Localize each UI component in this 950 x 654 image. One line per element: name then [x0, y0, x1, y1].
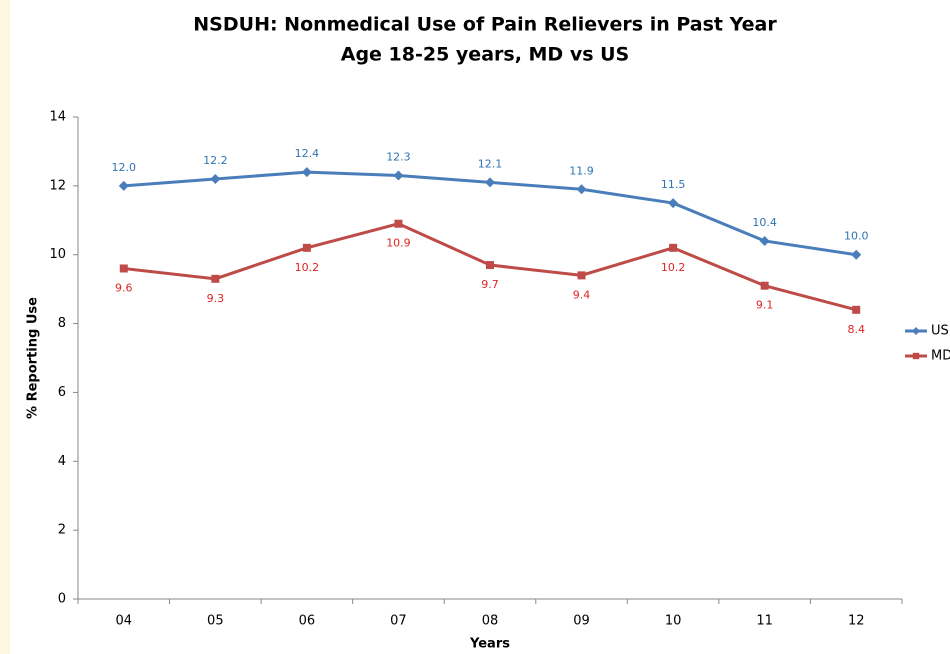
x-tick-label: 08 — [482, 614, 499, 629]
data-label: 12.3 — [386, 151, 411, 164]
data-point — [912, 327, 920, 335]
data-point — [912, 352, 920, 360]
data-point — [486, 261, 494, 270]
data-point — [393, 170, 404, 181]
data-point — [485, 177, 495, 188]
data-point — [669, 243, 678, 252]
data-label: 10.0 — [844, 230, 869, 243]
data-label: 9.7 — [481, 278, 499, 291]
data-label: 8.4 — [847, 323, 865, 336]
chart-background — [10, 0, 950, 654]
data-label: 9.3 — [207, 292, 225, 305]
data-point — [760, 281, 769, 290]
data-point — [577, 271, 586, 280]
data-point — [301, 167, 312, 178]
data-point — [118, 180, 129, 191]
x-tick-label: 07 — [390, 614, 407, 629]
data-point — [759, 235, 770, 246]
x-tick-label: 09 — [573, 614, 590, 629]
data-label: 10.2 — [661, 261, 686, 274]
x-tick-label: 05 — [207, 614, 224, 629]
data-label: 10.9 — [386, 237, 411, 250]
y-tick-label: 2 — [58, 523, 66, 538]
data-label: 11.9 — [569, 164, 594, 177]
data-label: 9.1 — [756, 299, 774, 312]
legend-label: MD — [931, 349, 950, 364]
data-point — [210, 173, 221, 184]
data-label: 9.4 — [573, 288, 591, 301]
x-axis-title: Years — [469, 637, 510, 652]
data-label: 12.1 — [478, 157, 503, 170]
x-tick-label: 04 — [116, 614, 133, 629]
y-tick-label: 6 — [58, 385, 66, 400]
chart-subtitle: Age 18-25 years, MD vs US — [341, 44, 630, 66]
y-tick-label: 4 — [58, 454, 66, 469]
data-label: 12.0 — [112, 161, 137, 174]
y-tick-label: 14 — [49, 110, 66, 125]
data-point — [119, 264, 128, 273]
data-label: 10.2 — [295, 261, 320, 274]
data-label: 12.4 — [295, 147, 320, 160]
data-point — [211, 274, 220, 283]
y-tick-label: 10 — [49, 247, 66, 262]
data-point — [394, 219, 403, 228]
y-tick-label: 0 — [58, 592, 66, 607]
y-tick-label: 12 — [49, 178, 66, 193]
x-tick-label: 10 — [665, 614, 682, 629]
legend-label: US — [931, 324, 949, 339]
data-point — [302, 243, 311, 252]
y-axis-title: % Reporting Use — [26, 297, 41, 419]
data-label: 10.4 — [752, 216, 777, 229]
x-tick-label: 06 — [299, 614, 316, 629]
x-tick-label: 12 — [848, 614, 865, 629]
data-label: 11.5 — [661, 178, 686, 191]
data-point — [852, 305, 861, 314]
chart-title: NSDUH: Nonmedical Use of Pain Relievers … — [193, 14, 777, 36]
data-point — [576, 184, 587, 195]
data-label: 12.2 — [203, 154, 228, 167]
y-tick-label: 8 — [58, 316, 66, 331]
x-tick-label: 11 — [756, 614, 773, 629]
data-point — [668, 198, 679, 209]
data-point — [851, 249, 862, 260]
data-label: 9.6 — [115, 281, 133, 294]
